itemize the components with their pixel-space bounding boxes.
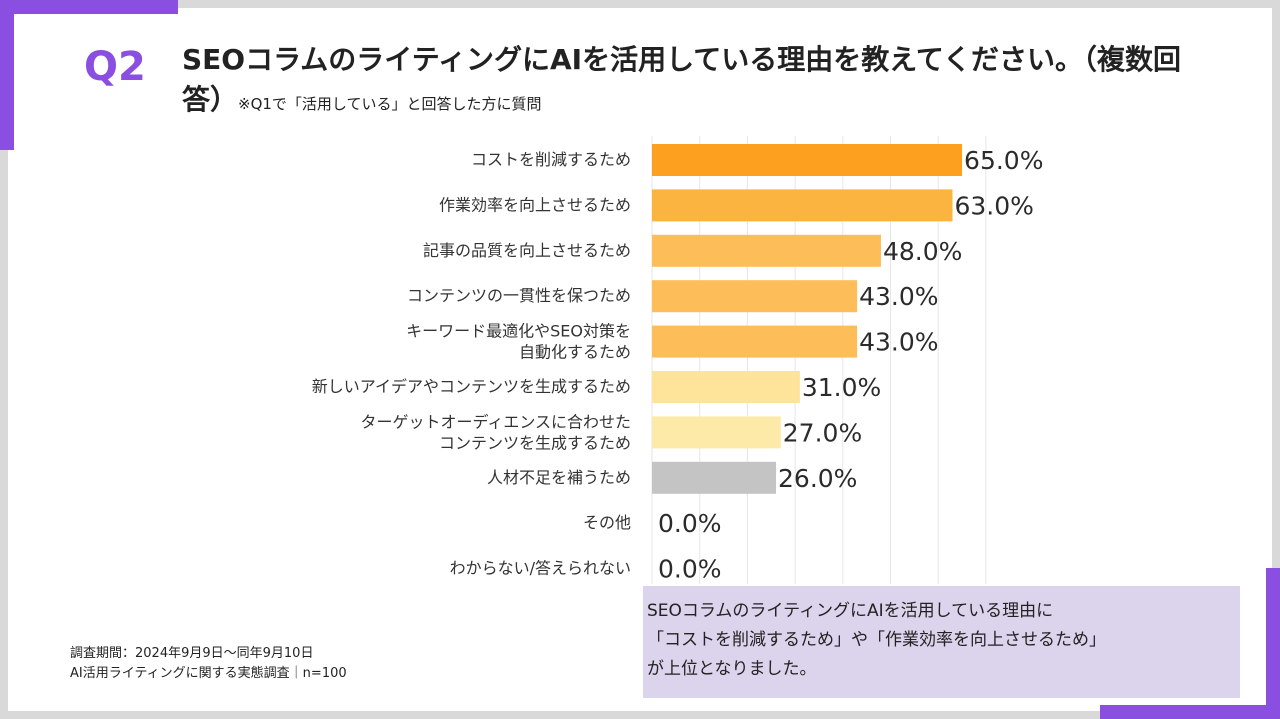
frame-top [0, 0, 1280, 8]
value-label: 0.0% [658, 509, 722, 538]
category-label: コンテンツの一貫性を保つため [407, 286, 631, 305]
value-label: 65.0% [964, 146, 1043, 175]
question-label: Q2 [84, 44, 146, 90]
frame-left [0, 0, 8, 719]
value-label: 48.0% [883, 237, 962, 266]
category-label: コストを削減するため [471, 150, 631, 169]
summary-line-2: 「コストを削減するため」や「作業効率を向上させるため」 [647, 630, 1106, 650]
value-label: 31.0% [802, 373, 881, 402]
accent-bar-left [0, 0, 14, 150]
frame-right [1272, 0, 1280, 719]
bar [652, 144, 963, 176]
summary-line-1: SEOコラムのライティングにAIを活用している理由に [647, 601, 1054, 621]
summary-line-3: が上位となりました。 [647, 659, 817, 679]
value-label: 43.0% [859, 282, 938, 311]
title-note: ※Q1で「活用している」と回答した方に質問 [238, 95, 542, 113]
frame-bottom [0, 711, 1280, 719]
bar [652, 416, 781, 449]
accent-bar-bottom-right [1100, 705, 1280, 719]
footnote-survey: AI活用ライティングに関する実態調査｜n=100 [70, 666, 347, 681]
value-label: 27.0% [783, 418, 862, 447]
bar [652, 325, 858, 358]
accent-bar-top-left [0, 0, 178, 14]
page-title: SEOコラムのライティングにAIを活用している理由を教えてください。（複数回答）… [182, 40, 1192, 124]
accent-bar-right [1266, 568, 1280, 719]
value-label: 0.0% [658, 555, 722, 584]
bar [652, 371, 800, 403]
category-label: 自動化するため [519, 343, 631, 362]
category-label: コンテンツを生成するため [439, 433, 631, 452]
summary-box: SEOコラムのライティングにAIを活用している理由に 「コストを削減するため」や… [643, 586, 1240, 698]
category-label: 新しいアイデアやコンテンツを生成するため [312, 377, 631, 396]
category-label: 作業効率を向上させるため [439, 195, 631, 214]
bar [652, 189, 953, 222]
footnote-period: 調査期間：2024年9月9日～同年9月10日 [70, 646, 314, 661]
category-label: キーワード最適化やSEO対策を [406, 322, 631, 341]
footnote: 調査期間：2024年9月9日～同年9月10日 AI活用ライティングに関する実態調… [70, 644, 347, 684]
value-label: 26.0% [778, 464, 857, 493]
title-text: SEOコラムのライティングにAIを活用している理由を教えてください。（複数回答） [182, 43, 1182, 116]
bar [652, 461, 777, 494]
bar [652, 280, 858, 313]
category-label: わからない/答えられない [450, 559, 631, 578]
category-label: その他 [583, 513, 631, 532]
bar [652, 234, 881, 267]
value-label: 63.0% [955, 191, 1034, 220]
category-label: 人材不足を補うため [487, 468, 631, 487]
category-label: 記事の品質を向上させるため [423, 241, 631, 260]
category-label: ターゲットオーディエンスに合わせた [360, 412, 631, 431]
value-label: 43.0% [859, 328, 938, 357]
